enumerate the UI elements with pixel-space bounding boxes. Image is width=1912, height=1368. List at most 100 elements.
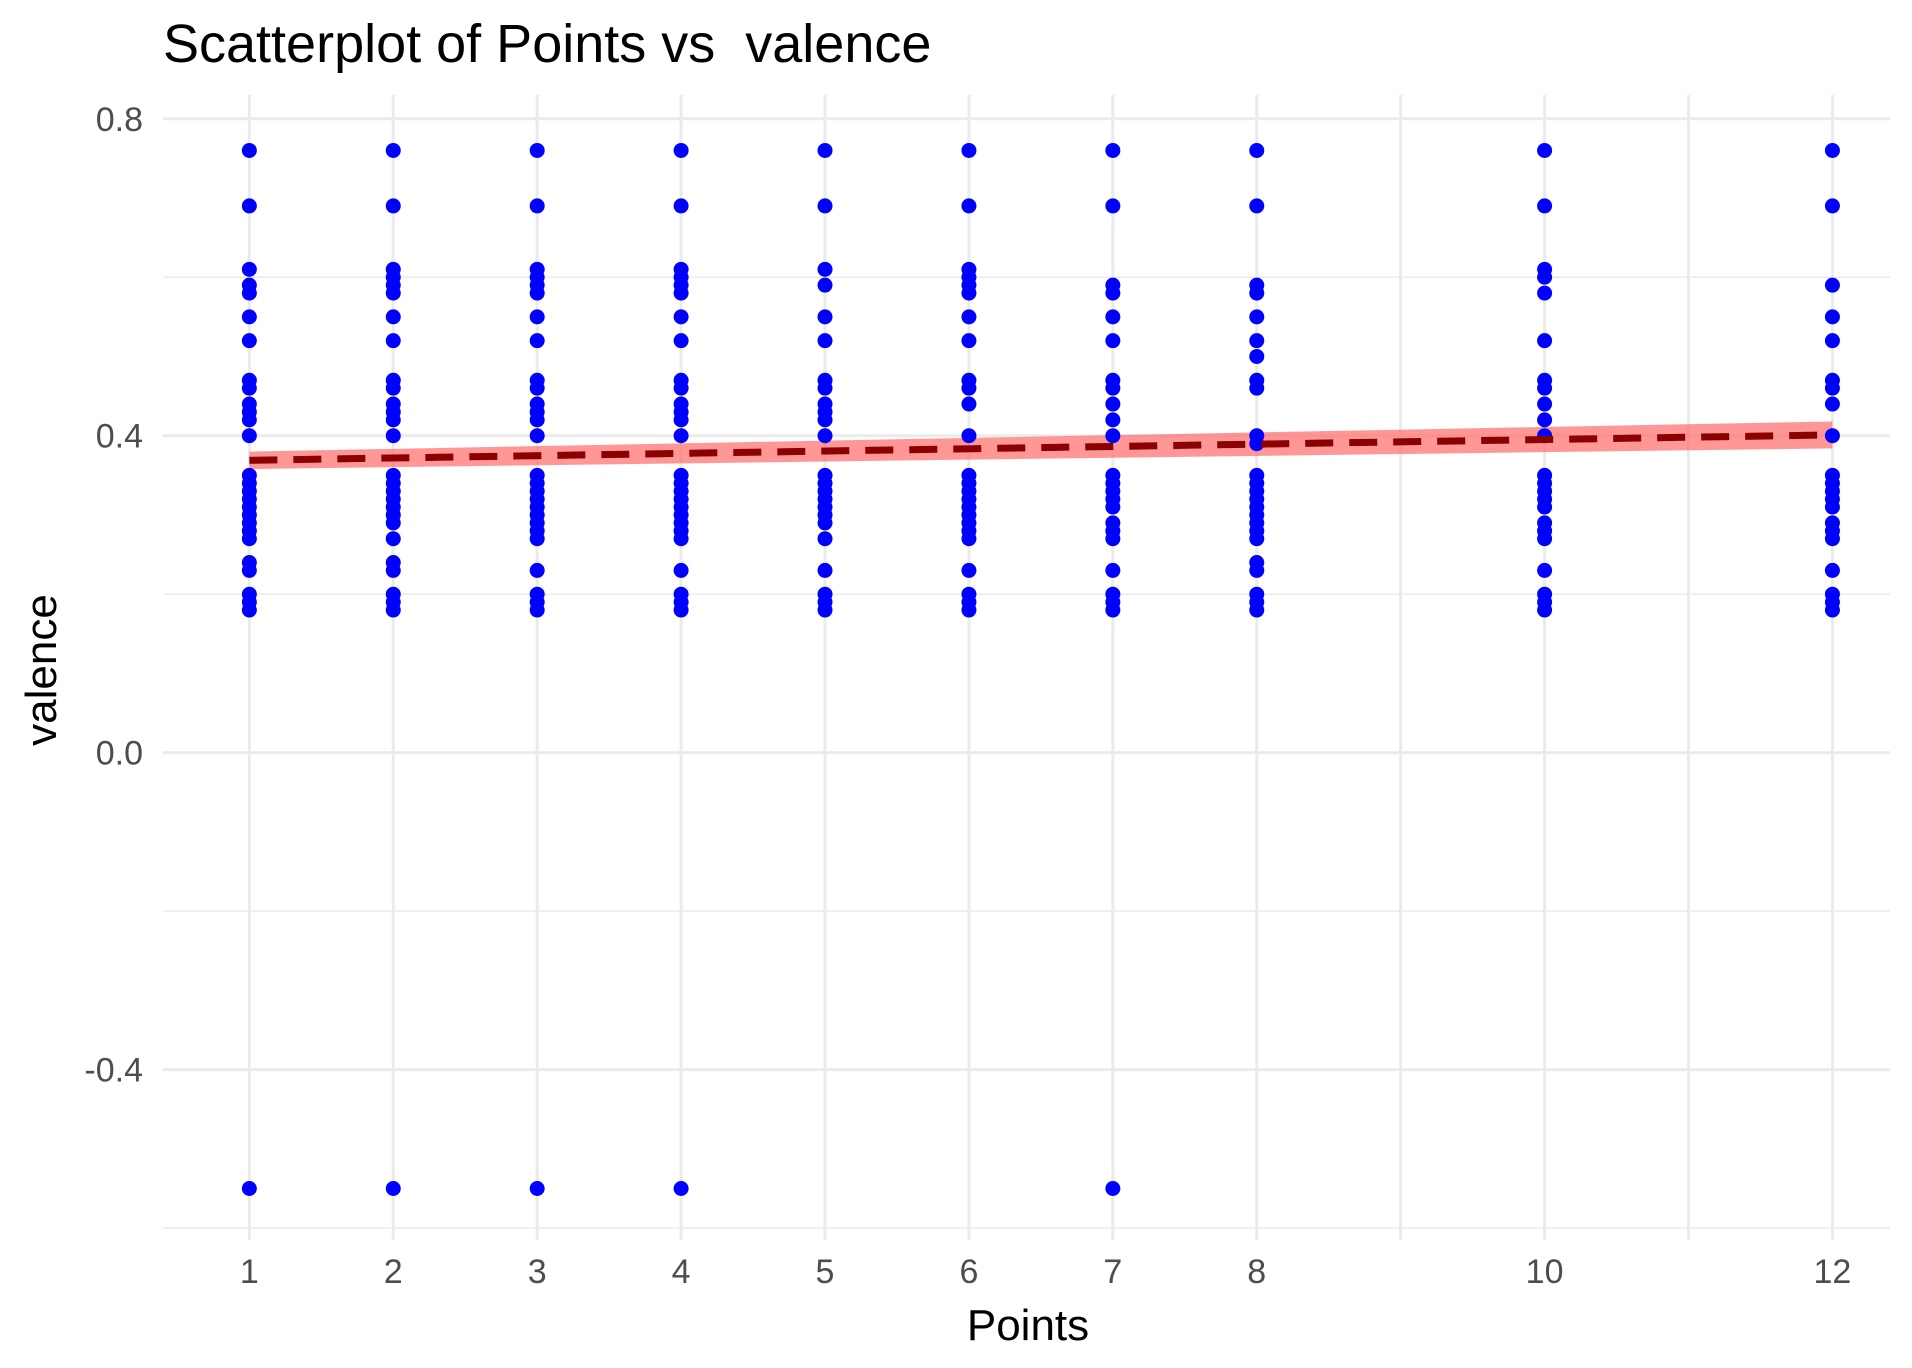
data-point [241, 412, 257, 428]
data-point [961, 428, 977, 444]
data-point [241, 198, 257, 214]
data-point [1537, 285, 1553, 301]
data-point [817, 531, 833, 547]
x-tick-label: 7 [1103, 1253, 1122, 1291]
data-point [529, 1180, 545, 1196]
x-tick-label: 6 [959, 1253, 978, 1291]
data-point [673, 602, 689, 618]
data-point [241, 428, 257, 444]
data-point [673, 333, 689, 349]
data-point [1105, 142, 1121, 158]
data-point [961, 531, 977, 547]
data-point [529, 142, 545, 158]
data-point [385, 602, 401, 618]
data-point [385, 142, 401, 158]
data-point [1249, 348, 1265, 364]
x-tick-label: 5 [816, 1253, 835, 1291]
data-point [817, 602, 833, 618]
data-point [673, 285, 689, 301]
data-point [1249, 285, 1265, 301]
data-point [1824, 602, 1840, 618]
data-point [961, 380, 977, 396]
data-point [241, 380, 257, 396]
data-point [1105, 602, 1121, 618]
data-point [1824, 309, 1840, 325]
data-point [1105, 309, 1121, 325]
data-point [385, 333, 401, 349]
x-tick-label: 1 [240, 1253, 259, 1291]
data-point [385, 1180, 401, 1196]
data-point [241, 142, 257, 158]
data-point [1537, 269, 1553, 285]
data-point [1537, 562, 1553, 578]
data-point [961, 602, 977, 618]
data-point [1824, 562, 1840, 578]
points-layer [241, 142, 1840, 1196]
data-point [529, 602, 545, 618]
data-point [529, 562, 545, 578]
chart-title: Scatterplot of Points vs valence [163, 14, 931, 74]
data-point [241, 285, 257, 301]
data-point [385, 428, 401, 444]
data-point [1824, 277, 1840, 293]
data-point [529, 198, 545, 214]
x-tick-label: 3 [528, 1253, 547, 1291]
data-point [961, 333, 977, 349]
data-point [1824, 198, 1840, 214]
data-point [529, 333, 545, 349]
data-point [241, 562, 257, 578]
data-point [529, 428, 545, 444]
y-tick-label: 0.8 [96, 101, 143, 139]
data-point [1105, 380, 1121, 396]
data-point [1537, 396, 1553, 412]
data-point [385, 412, 401, 428]
data-point [1824, 531, 1840, 547]
grid [163, 95, 1890, 1240]
data-point [1537, 198, 1553, 214]
data-point [817, 277, 833, 293]
data-point [1105, 396, 1121, 412]
data-point [1105, 1180, 1121, 1196]
data-point [817, 428, 833, 444]
data-point [1249, 142, 1265, 158]
data-point [241, 333, 257, 349]
data-point [1537, 380, 1553, 396]
data-point [961, 285, 977, 301]
data-point [1537, 142, 1553, 158]
data-point [385, 198, 401, 214]
data-point [1249, 309, 1265, 325]
data-point [817, 198, 833, 214]
data-point [385, 562, 401, 578]
data-point [673, 198, 689, 214]
data-point [241, 261, 257, 277]
data-point [673, 428, 689, 444]
data-point [1249, 380, 1265, 396]
data-point [817, 309, 833, 325]
data-point [961, 198, 977, 214]
data-point [1105, 198, 1121, 214]
x-axis-title: Points [967, 1301, 1089, 1350]
data-point [1249, 436, 1265, 452]
data-point [1824, 333, 1840, 349]
data-point [961, 396, 977, 412]
data-point [673, 562, 689, 578]
data-point [529, 309, 545, 325]
data-point [1824, 396, 1840, 412]
x-tick-label: 12 [1814, 1253, 1852, 1291]
data-point [673, 380, 689, 396]
x-tick-label: 2 [384, 1253, 403, 1291]
x-axis-ticks: 1 2 3 4 5 6 7 8 10 12 [240, 1253, 1851, 1291]
x-tick-label: 10 [1526, 1253, 1564, 1291]
data-point [673, 412, 689, 428]
data-point [1105, 562, 1121, 578]
data-point [1537, 531, 1553, 547]
data-point [1824, 499, 1840, 515]
data-point [241, 531, 257, 547]
data-point [817, 261, 833, 277]
data-point [1105, 499, 1121, 515]
data-point [1537, 499, 1553, 515]
data-point [529, 531, 545, 547]
data-point [1105, 428, 1121, 444]
y-tick-label: 0.0 [96, 735, 143, 773]
data-point [241, 1180, 257, 1196]
